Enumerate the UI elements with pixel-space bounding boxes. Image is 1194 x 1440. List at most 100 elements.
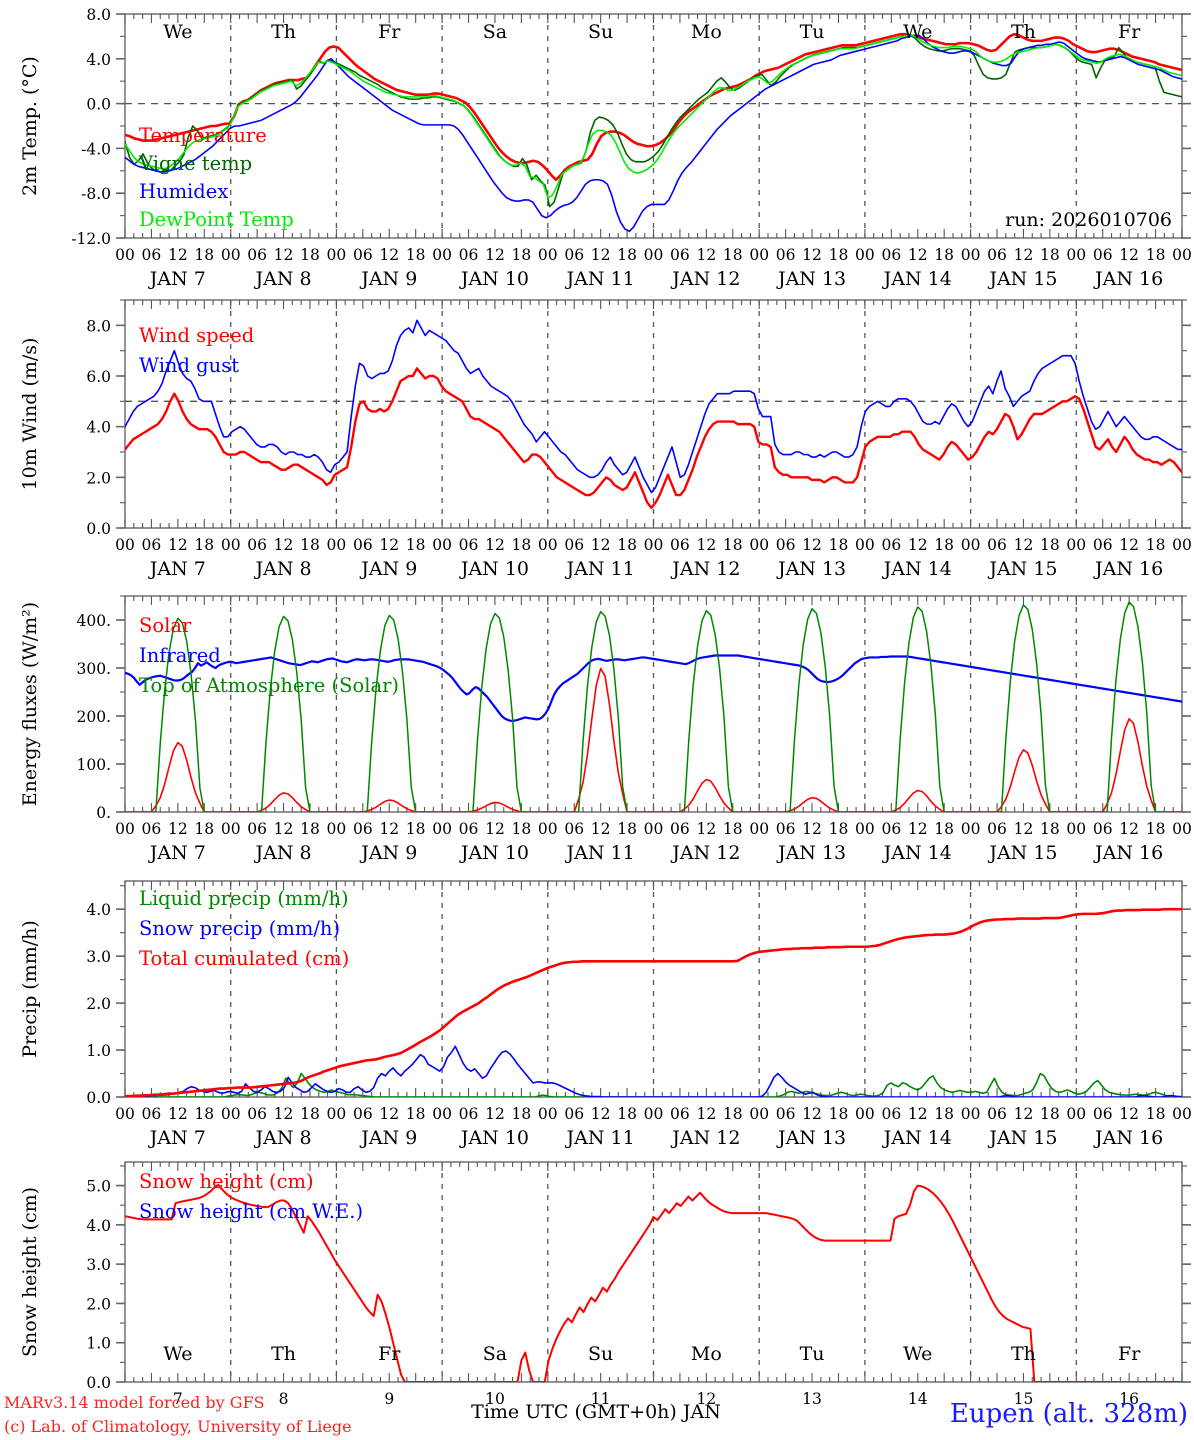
date-label: JAN 14 xyxy=(882,1127,952,1149)
hour-tick-label: 00 xyxy=(432,536,452,554)
hour-tick-label: 12 xyxy=(168,536,188,554)
snow-day-tick-label: 8 xyxy=(279,1390,289,1408)
hour-tick-label: 06 xyxy=(776,246,796,264)
hour-tick-label: 18 xyxy=(300,536,320,554)
hour-tick-label: 18 xyxy=(406,820,426,838)
series-line-temperature-0 xyxy=(125,32,1182,182)
day-name-label: Th xyxy=(1011,1343,1036,1365)
hour-tick-label: 06 xyxy=(459,536,479,554)
hour-tick-label: 06 xyxy=(564,536,584,554)
hour-tick-label: 12 xyxy=(1014,246,1034,264)
hour-tick-label: 00 xyxy=(115,820,135,838)
ytick-label-snow_height: 2.0 xyxy=(86,1295,111,1313)
hour-tick-label: 12 xyxy=(379,246,399,264)
hour-tick-label: 12 xyxy=(379,536,399,554)
snow-day-tick-label: 10 xyxy=(485,1390,505,1408)
hour-tick-label: 06 xyxy=(247,536,267,554)
hour-tick-label: 18 xyxy=(723,536,743,554)
ytick-label-energy: 0. xyxy=(96,804,111,822)
hour-tick-label: 18 xyxy=(934,536,954,554)
day-name-label: We xyxy=(903,1343,932,1365)
ytick-label-temperature: 0.0 xyxy=(86,96,111,114)
snow-day-tick-label: 7 xyxy=(173,1390,183,1408)
ytick-label-wind: 4.0 xyxy=(86,419,111,437)
date-label: JAN 9 xyxy=(359,268,417,290)
hour-tick-label: 12 xyxy=(1119,820,1139,838)
hour-tick-label: 12 xyxy=(485,1105,505,1123)
day-name-label: Th xyxy=(271,21,296,43)
footer-line-2-text: (c) Lab. of Climatology, University of L… xyxy=(4,1417,352,1436)
hour-tick-label: 06 xyxy=(142,1105,162,1123)
hour-tick-label: 06 xyxy=(670,246,690,264)
hour-tick-label: 18 xyxy=(1040,536,1060,554)
hour-tick-label: 06 xyxy=(1093,246,1113,264)
legend-item-wind-1: Wind gust xyxy=(139,354,239,377)
hour-tick-label: 00 xyxy=(221,536,241,554)
date-label: JAN 11 xyxy=(565,842,635,864)
hour-tick-label: 12 xyxy=(1119,1105,1139,1123)
snow-day-tick-label: 14 xyxy=(908,1390,928,1408)
hour-tick-label: 06 xyxy=(670,1105,690,1123)
hour-tick-label: 12 xyxy=(485,820,505,838)
ytick-label-precip: 3.0 xyxy=(86,948,111,966)
hour-tick-label: 00 xyxy=(432,246,452,264)
hour-tick-label: 00 xyxy=(538,820,558,838)
hour-tick-label: 06 xyxy=(670,820,690,838)
snow-day-tick-label: 9 xyxy=(384,1390,394,1408)
hour-tick-label: 00 xyxy=(749,536,769,554)
hour-tick-label: 12 xyxy=(591,246,611,264)
series-line-temperature-1 xyxy=(125,34,1182,208)
day-name-label: Su xyxy=(588,1343,613,1365)
day-name-label: Sa xyxy=(483,21,507,43)
ytick-label-precip: 0.0 xyxy=(86,1089,111,1107)
hour-tick-label: 06 xyxy=(987,246,1007,264)
hour-tick-label: 12 xyxy=(168,1105,188,1123)
hour-tick-label: 18 xyxy=(829,1105,849,1123)
hour-tick-label: 06 xyxy=(881,1105,901,1123)
hour-tick-label: 12 xyxy=(1014,820,1034,838)
hour-tick-label: 00 xyxy=(1066,246,1086,264)
time-axis-label-text: Time UTC (GMT+0h) JAN xyxy=(471,1401,721,1423)
hour-tick-label: 00 xyxy=(855,536,875,554)
hour-tick-label: 06 xyxy=(987,536,1007,554)
date-label: JAN 7 xyxy=(148,558,206,580)
hour-tick-label: 12 xyxy=(591,536,611,554)
series-line-temperature-3 xyxy=(125,34,1182,199)
hour-tick-label: 12 xyxy=(802,1105,822,1123)
series-line-temperature-2 xyxy=(125,34,1182,233)
ytick-label-snow_height: 0.0 xyxy=(86,1374,111,1392)
hour-tick-label: 18 xyxy=(512,820,532,838)
hour-tick-label: 18 xyxy=(934,1105,954,1123)
hour-tick-label: 00 xyxy=(961,536,981,554)
ytick-label-temperature: -12.0 xyxy=(71,230,111,248)
hour-tick-label: 00 xyxy=(538,1105,558,1123)
hour-tick-label: 06 xyxy=(670,536,690,554)
date-label: JAN 7 xyxy=(148,842,206,864)
legend-item-precip-0: Liquid precip (mm/h) xyxy=(139,887,349,910)
hour-tick-label: 06 xyxy=(776,820,796,838)
hour-tick-label: 06 xyxy=(247,820,267,838)
date-label: JAN 9 xyxy=(359,842,417,864)
date-label: JAN 14 xyxy=(882,268,952,290)
date-label: JAN 9 xyxy=(359,558,417,580)
day-name-label: Fr xyxy=(1118,21,1141,43)
date-label: JAN 8 xyxy=(254,268,312,290)
legend-item-temperature-0: Temperature xyxy=(139,124,267,147)
hour-tick-label: 18 xyxy=(300,820,320,838)
date-label: JAN 10 xyxy=(459,558,529,580)
legend-item-temperature-2: Humidex xyxy=(139,180,228,203)
date-label: JAN 10 xyxy=(459,842,529,864)
hour-tick-label: 18 xyxy=(617,1105,637,1123)
hour-tick-label: 00 xyxy=(1172,246,1192,264)
hour-tick-label: 12 xyxy=(1119,246,1139,264)
hour-tick-label: 00 xyxy=(644,1105,664,1123)
legend-item-energy-2: Top of Atmosphere (Solar) xyxy=(139,674,399,697)
hour-tick-label: 18 xyxy=(617,820,637,838)
series-line-energy-1 xyxy=(125,654,1182,722)
hour-tick-label: 00 xyxy=(961,820,981,838)
hour-tick-label: 12 xyxy=(802,246,822,264)
y-axis-title-precip: Precip (mm/h) xyxy=(19,920,41,1058)
ytick-label-energy: 200. xyxy=(76,708,111,726)
date-label: JAN 12 xyxy=(670,842,740,864)
day-name-label: We xyxy=(903,21,932,43)
